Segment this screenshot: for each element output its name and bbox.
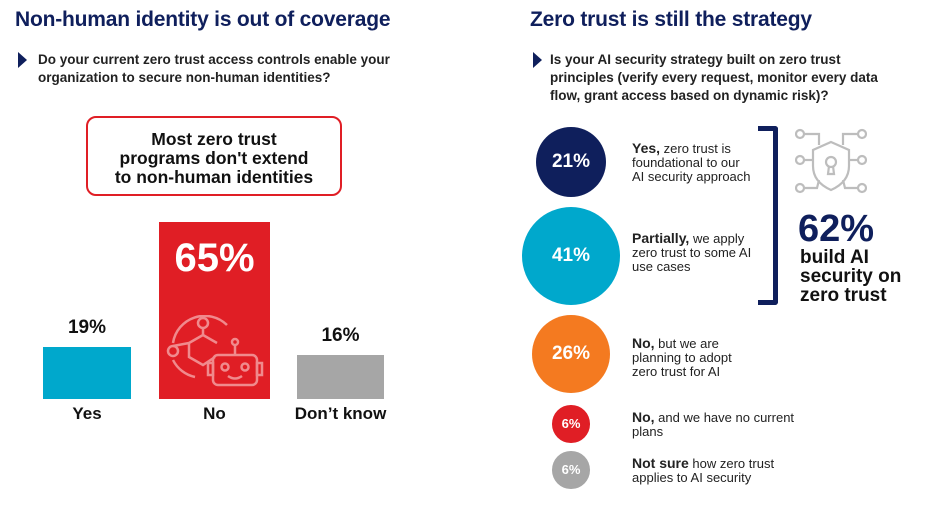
bubble-1: 21%	[535, 126, 607, 198]
triangle-marker-icon	[533, 52, 542, 68]
answer-lead: No,	[632, 335, 655, 351]
shield-lock-circuit-icon	[795, 128, 867, 194]
answer-lead: Partially,	[632, 230, 690, 246]
bar-value-label: 16%	[321, 325, 360, 347]
answer-label: Yes, zero trust is foundational to our A…	[632, 140, 751, 184]
bubble-4: 6%	[552, 405, 590, 443]
bracket	[758, 126, 778, 305]
bar-value-label: 65%	[174, 236, 255, 280]
right-title: Zero trust is still the strategy	[530, 8, 812, 31]
answer-label: Partially, we apply zero trust to some A…	[632, 230, 752, 274]
right-question: Is your AI security strategy built on ze…	[550, 52, 878, 103]
network-robot-icon	[166, 315, 264, 387]
answer-label: No, and we have no current plans	[632, 409, 795, 439]
bar-3: 16%	[297, 325, 384, 399]
bar-1: 19%	[43, 317, 131, 399]
bubble-2: 41%	[522, 207, 620, 305]
summary-value: 62%	[798, 208, 875, 250]
bubble-3: 26%	[531, 314, 610, 393]
bar-value-label: 19%	[67, 317, 107, 339]
callout-text: Most zero trust programs don't extend to…	[114, 129, 314, 187]
triangle-marker-icon	[18, 52, 27, 68]
bubble-5: 6%	[552, 451, 590, 489]
answer-lead: Yes,	[632, 140, 661, 156]
answer-label: Not sure how zero trust applies to AI se…	[632, 455, 775, 485]
category-label: Don’t know	[294, 404, 387, 423]
bar-2: 65%	[159, 222, 270, 399]
left-title: Non-human identity is out of coverage	[15, 8, 391, 31]
answer-label: No, but we are planning to adopt zero tr…	[632, 335, 732, 379]
left-question: Do your current zero trust access contro…	[38, 52, 390, 85]
callout-box: Most zero trust programs don't extend to…	[86, 116, 342, 196]
category-label: No	[203, 404, 226, 423]
category-label: Yes	[72, 404, 102, 423]
answer-lead: Not sure	[632, 455, 689, 471]
answer-lead: No,	[632, 409, 655, 425]
summary-text: build AI security on zero trust	[800, 247, 902, 306]
